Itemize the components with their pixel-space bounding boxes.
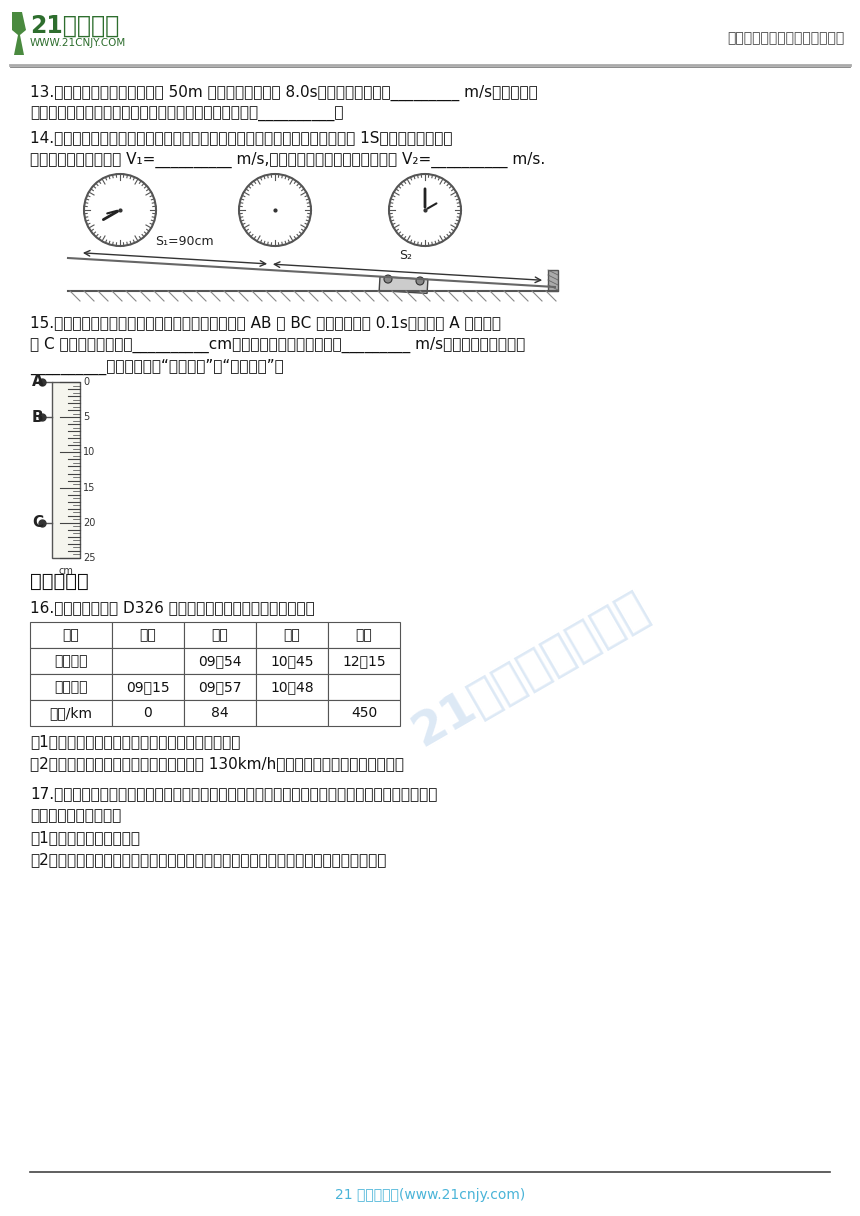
- FancyBboxPatch shape: [256, 700, 328, 726]
- FancyBboxPatch shape: [184, 674, 256, 700]
- Text: A: A: [32, 375, 44, 389]
- Text: 21世纪教育: 21世纪教育: [30, 15, 120, 38]
- Text: 15: 15: [83, 483, 95, 492]
- Text: 15.图所示是一个水滴下落过程的示意图，水滴通过 AB 和 BC 所用时间均为 0.1s，水滴由 A 位置下落: 15.图所示是一个水滴下落过程的示意图，水滴通过 AB 和 BC 所用时间均为 …: [30, 315, 501, 330]
- Text: 0: 0: [144, 706, 152, 720]
- Text: 21 世纪教育网(www.21cnjy.com): 21 世纪教育网(www.21cnjy.com): [335, 1188, 525, 1201]
- Text: 到站时间: 到站时间: [54, 654, 88, 668]
- Text: （1）该车的速度是多少？: （1）该车的速度是多少？: [30, 831, 140, 845]
- FancyBboxPatch shape: [112, 623, 184, 648]
- Text: 到 C 位置运动的距离是__________cm，则水滴下落的平均速度是_________ m/s。该水滴下落过程是: 到 C 位置运动的距离是__________cm，则水滴下落的平均速度是____…: [30, 337, 525, 353]
- FancyBboxPatch shape: [328, 674, 400, 700]
- FancyBboxPatch shape: [184, 648, 256, 674]
- Text: 10: 10: [83, 447, 95, 457]
- Text: __________运动。（选填“匀速直线”或“变速直线”）: __________运动。（选填“匀速直线”或“变速直线”）: [30, 359, 284, 376]
- FancyBboxPatch shape: [256, 674, 328, 700]
- Text: 牌，如图乙所示，则：: 牌，如图乙所示，则：: [30, 807, 121, 823]
- Text: cm: cm: [58, 565, 73, 576]
- Text: 84: 84: [212, 706, 229, 720]
- Text: 潮阳: 潮阳: [284, 627, 300, 642]
- Polygon shape: [379, 276, 428, 293]
- Text: 13.在学校运动会中，小明参加 50m 短跑的竞赛成绩是 8.0s，他的平均速度是_________ m/s；在接力比: 13.在学校运动会中，小明参加 50m 短跑的竞赛成绩是 8.0s，他的平均速度…: [30, 85, 538, 101]
- Text: （2）若该列车从惠州到潮阳的平均速度为 130km/h，则广州到潮阳的里程为多少？: （2）若该列车从惠州到潮阳的平均速度为 130km/h，则广州到潮阳的里程为多少…: [30, 756, 404, 771]
- FancyBboxPatch shape: [328, 623, 400, 648]
- Text: 0: 0: [83, 377, 89, 387]
- Text: 里程/km: 里程/km: [50, 706, 93, 720]
- Text: 发车时间: 发车时间: [54, 680, 88, 694]
- FancyBboxPatch shape: [112, 700, 184, 726]
- FancyBboxPatch shape: [256, 623, 328, 648]
- Text: （1）列车由广州驶往厦门全程的平均速度为多少？: （1）列车由广州驶往厦门全程的平均速度为多少？: [30, 734, 241, 749]
- FancyBboxPatch shape: [256, 648, 328, 674]
- Text: 车通过全程的平均速度 V₁=__________ m/s,小车通过上半段路程的平均速度 V₂=__________ m/s.: 车通过全程的平均速度 V₁=__________ m/s,小车通过上半段路程的平…: [30, 152, 545, 168]
- FancyBboxPatch shape: [184, 623, 256, 648]
- Text: 09：15: 09：15: [126, 680, 169, 694]
- Text: WWW.21CNJY.COM: WWW.21CNJY.COM: [30, 38, 126, 47]
- FancyBboxPatch shape: [30, 623, 112, 648]
- Text: 21教育网精选资料: 21教育网精选资料: [404, 585, 655, 755]
- Text: 09：54: 09：54: [199, 654, 242, 668]
- Text: 25: 25: [83, 553, 95, 563]
- Text: 5: 5: [83, 412, 89, 422]
- Text: 450: 450: [351, 706, 378, 720]
- Text: 20: 20: [83, 518, 95, 528]
- Text: 09：57: 09：57: [199, 680, 242, 694]
- Polygon shape: [548, 270, 558, 291]
- FancyBboxPatch shape: [30, 700, 112, 726]
- Text: S₂: S₂: [399, 249, 412, 261]
- FancyBboxPatch shape: [328, 648, 400, 674]
- FancyBboxPatch shape: [328, 700, 400, 726]
- Polygon shape: [12, 12, 26, 55]
- FancyBboxPatch shape: [52, 382, 80, 558]
- Text: S₁=90cm: S₁=90cm: [155, 235, 213, 248]
- Circle shape: [416, 277, 424, 285]
- Circle shape: [384, 275, 392, 283]
- FancyBboxPatch shape: [112, 674, 184, 700]
- FancyBboxPatch shape: [30, 674, 112, 700]
- Text: 广州: 广州: [139, 627, 157, 642]
- Text: 赛中，为使交接棒顺利进行，交接棒时两运动员尽可能做__________。: 赛中，为使交接棒顺利进行，交接棒时两运动员尽可能做__________。: [30, 107, 343, 122]
- FancyBboxPatch shape: [112, 648, 184, 674]
- Text: 时间: 时间: [63, 627, 79, 642]
- Text: 惠州: 惠州: [212, 627, 229, 642]
- Text: 10：45: 10：45: [270, 654, 314, 668]
- Text: 中小学教育资源及组卷应用平台: 中小学教育资源及组卷应用平台: [728, 30, 845, 45]
- Text: 12：15: 12：15: [342, 654, 386, 668]
- Text: C: C: [32, 516, 43, 530]
- Text: B: B: [32, 410, 44, 424]
- Text: 14.两个同学做测平均速度的实验，某次实验的过程如图所示，图中秒表每格为 1S，该次实验中，小: 14.两个同学做测平均速度的实验，某次实验的过程如图所示，图中秒表每格为 1S，…: [30, 130, 452, 145]
- FancyBboxPatch shape: [30, 648, 112, 674]
- Text: 17.小明同学从桂城乘车去南国桃园游玩，所乘车的速度计如图甲所示，他也看见路边一个交通标志: 17.小明同学从桂城乘车去南国桃园游玩，所乘车的速度计如图甲所示，他也看见路边一…: [30, 786, 438, 801]
- Text: （2）该车以速度计上的平均速度行驶，从交通标志牌处到南国桃园至少需要多少小时？: （2）该车以速度计上的平均速度行驶，从交通标志牌处到南国桃园至少需要多少小时？: [30, 852, 386, 867]
- Text: 10：48: 10：48: [270, 680, 314, 694]
- Text: 三、计算题: 三、计算题: [30, 572, 89, 591]
- FancyBboxPatch shape: [184, 700, 256, 726]
- Text: 厦门: 厦门: [356, 627, 372, 642]
- Text: 16.从广州到厦门的 D326 次列车组列车运行时刻表如下所示。: 16.从广州到厦门的 D326 次列车组列车运行时刻表如下所示。: [30, 599, 315, 615]
